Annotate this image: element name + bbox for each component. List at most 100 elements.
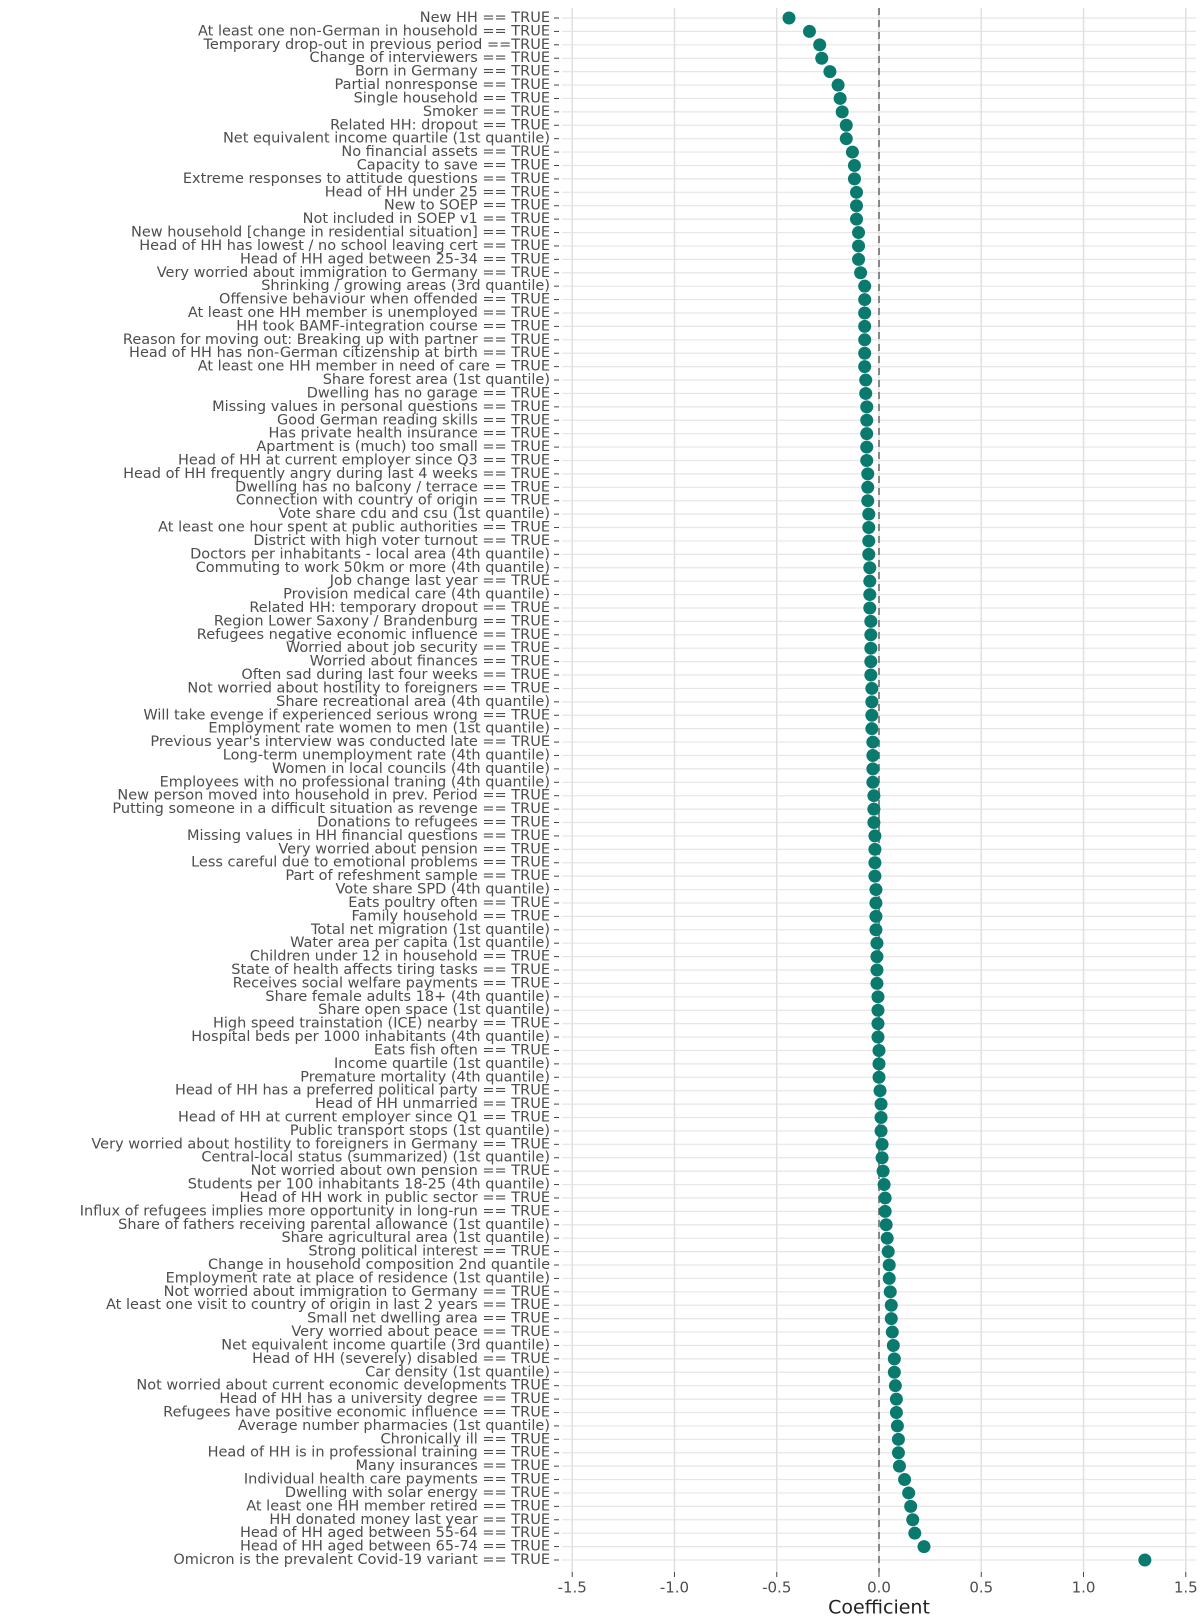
y-tick-label: Single household == TRUE [354,90,550,106]
dot [863,561,877,575]
y-tick-label: New person moved into household in prev.… [117,788,550,804]
y-tick-label: Eats fish often == TRUE [374,1042,550,1058]
y-tick-label: Students per 100 inhabitants 18-25 (4th … [188,1177,550,1193]
y-tick-label: Extreme responses to attitude questions … [183,171,550,187]
y-tick-label: Previous year's interview was conducted … [150,734,550,750]
x-tick-label: -0.5 [762,1579,791,1597]
y-tick-label: Region Lower Saxony / Brandenburg == TRU… [214,613,550,629]
dot [890,1419,904,1433]
dot [868,856,882,870]
dot [874,1111,888,1125]
dot [892,1459,906,1473]
x-tick-label: -1.0 [660,1579,689,1597]
dot [902,1486,916,1500]
x-tick-label: 1.0 [1072,1579,1096,1597]
y-tick-label: Related HH: temporary dropout == TRUE [249,600,550,616]
y-tick-label: Average number pharmacies (1st quantile) [238,1418,550,1434]
dot [850,199,864,213]
dot [871,1030,885,1044]
dot [850,185,864,199]
y-tick-label: Temporary drop-out in previous period ==… [202,37,550,53]
y-tick-label: Family household == TRUE [351,908,550,924]
dot [882,1271,896,1285]
y-tick-label: Vote share cdu and csu (1st quantile) [279,506,550,522]
y-tick-label: Share of fathers receiving parental allo… [118,1217,550,1233]
dot [879,1218,893,1232]
y-tick-label: Change in household composition 2nd quan… [208,1257,550,1273]
y-tick-label: Receives social welfare payments == TRUE [233,975,550,991]
y-tick-label: Share female adults 18+ (4th quantile) [265,989,550,1005]
y-tick-label: Head of HH (severely) disabled == TRUE [252,1351,550,1367]
dot [858,319,872,333]
dot [871,1017,885,1031]
y-tick-label: New household [change in residential sit… [131,225,550,241]
y-tick-label: Net equivalent income quartile (3rd quan… [221,1337,550,1353]
y-tick-label: Head of HH has non-German citizenship at… [129,345,550,361]
dot [782,11,796,25]
dot [885,1325,899,1339]
dot [860,453,874,467]
y-tick-label: Very worried about immigration to German… [157,265,550,281]
y-tick-label: Long-term unemployment rate (4th quantil… [223,747,550,763]
dot [802,24,816,38]
dot [889,1406,903,1420]
dot [872,1057,886,1071]
dot [868,869,882,883]
dot [864,655,878,669]
dot [860,440,874,454]
y-tick-label: Reason for moving out: Breaking up with … [123,332,550,348]
y-tick-label: Women in local councils (4th quantile) [272,761,550,777]
y-tick-label: Worried about finances == TRUE [310,654,550,670]
dot [877,1178,891,1192]
y-tick-label: Public transport stops (1st quantile) [290,1123,550,1139]
y-tick-label: No financial assets == TRUE [341,144,550,160]
y-tick-label: Born in Germany == TRUE [355,64,550,80]
dot [867,789,881,803]
y-tick-label: Not worried about own pension == TRUE [251,1163,550,1179]
y-tick-label: Related HH: dropout == TRUE [330,117,550,133]
y-tick-label: At least one non-German in household == … [198,23,550,39]
y-tick-label: High speed trainstation (ICE) nearby == … [213,1016,550,1032]
dot [884,1312,898,1326]
dot [847,172,861,186]
y-tick-label: Connection with country of origin == TRU… [236,493,550,509]
y-tick-label: Head of HH is in professional training =… [208,1445,550,1461]
dot [860,400,874,414]
dot [881,1245,895,1259]
dot [861,480,875,494]
y-tick-label: Capacity to save == TRUE [357,157,550,173]
y-tick-label: Share agricultural area (1st quantile) [281,1230,550,1246]
y-tick-label: Good German reading skills == TRUE [277,412,550,428]
y-tick-label: Many insurances == TRUE [356,1458,550,1474]
y-tick-label: New to SOEP == TRUE [384,198,550,214]
dot [839,132,853,146]
dot [887,1352,901,1366]
dot [886,1338,900,1352]
dot [866,748,880,762]
x-tick-label: 0.0 [867,1579,891,1597]
dot [865,695,879,709]
dot [891,1432,905,1446]
dot [866,775,880,789]
x-tick-label: -1.5 [558,1579,587,1597]
dot [875,1137,889,1151]
y-tick-label: Car density (1st quantile) [365,1364,550,1380]
y-tick-label: Dwelling has no balcony / terrace == TRU… [235,479,550,495]
dot [858,306,872,320]
dot [860,427,874,441]
dot [888,1379,902,1393]
dot [869,896,883,910]
y-tick-label: Doctors per inhabitants - local area (4t… [190,546,550,562]
y-tick-label: Omicron is the prevalent Covid-19 varian… [173,1552,550,1568]
y-tick-label: Dwelling with solar energy == TRUE [285,1485,550,1501]
dot [866,762,880,776]
y-tick-label: New HH == TRUE [420,10,550,26]
y-tick-label: Central-local status (summarized) (1st q… [201,1150,550,1166]
y-tick-label: Eats poultry often == TRUE [348,895,550,911]
y-tick-label: Refugees have positive economic influenc… [163,1405,550,1421]
dot [854,266,868,280]
dot [887,1365,901,1379]
y-tick-label: Often sad during last four weeks == TRUE [241,667,550,683]
y-tick-label: Head of HH unmarried == TRUE [315,1096,550,1112]
dot [898,1473,912,1487]
